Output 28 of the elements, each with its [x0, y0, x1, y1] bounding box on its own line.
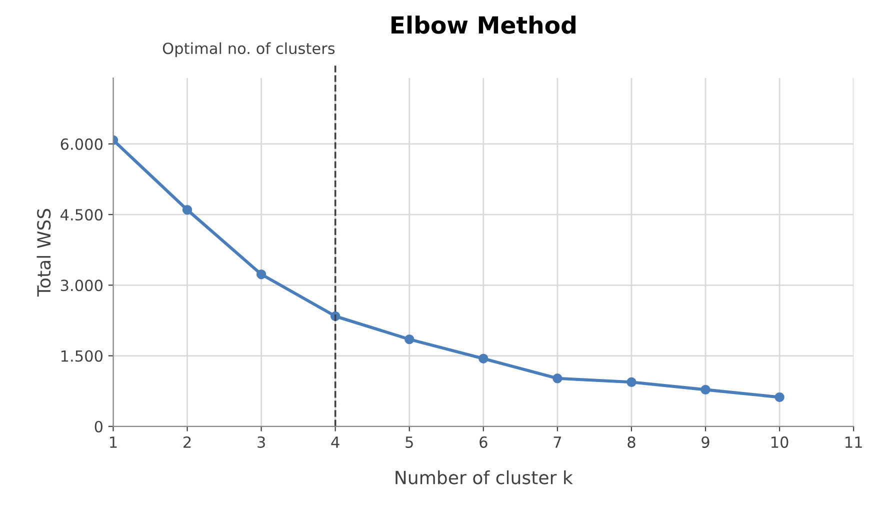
point: [404, 334, 414, 344]
x-tick-label: 9: [702, 436, 710, 448]
x-tick-label: 5: [406, 436, 413, 448]
point: [256, 269, 266, 280]
x-tick-label: 6: [480, 436, 488, 448]
point: [700, 384, 710, 395]
y-axis-title: Total WSS: [36, 208, 51, 297]
point: [552, 374, 562, 384]
x-tick-label: 10: [772, 436, 788, 448]
point: [626, 377, 636, 388]
ref-line-label: Optimal no. of clusters: [162, 42, 335, 58]
point: [774, 392, 784, 402]
x-tick-label: 2: [184, 436, 191, 448]
x-tick-label: 4: [331, 436, 340, 448]
x-axis-title: Number of cluster k: [396, 470, 573, 484]
y-tick-label: 1.500: [61, 350, 102, 362]
x-tick-label: 7: [554, 436, 561, 448]
point: [182, 204, 192, 215]
x-tick-label: 1: [110, 436, 117, 448]
point: [478, 354, 488, 364]
x-tick-label: 3: [258, 436, 265, 448]
chart-title: Elbow Method: [392, 16, 576, 34]
y-tick-label: 3.000: [60, 280, 102, 292]
y-tick-label: 4.500: [60, 209, 102, 221]
y-tick-label: 6.000: [60, 138, 102, 150]
x-tick-label: 8: [628, 436, 636, 448]
y-tick-label: 0: [94, 420, 102, 432]
x-tick-label: 11: [846, 436, 862, 448]
